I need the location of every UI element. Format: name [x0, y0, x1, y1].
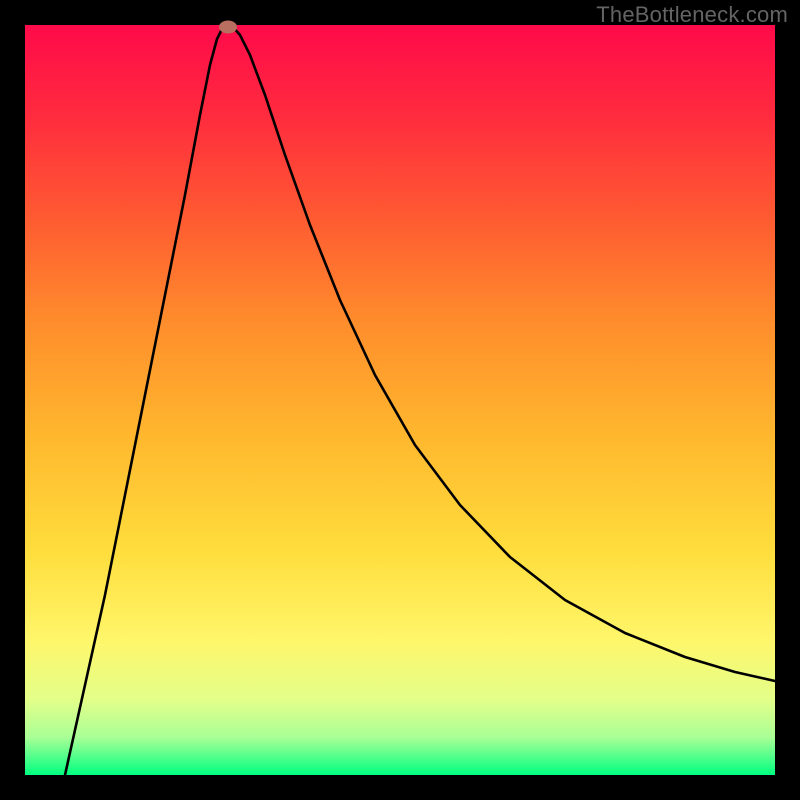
chart-container: TheBottleneck.com: [0, 0, 800, 800]
chart-background: [25, 25, 775, 775]
dip-marker: [219, 21, 237, 34]
watermark-text: TheBottleneck.com: [596, 2, 788, 28]
bottleneck-chart: [0, 0, 800, 800]
